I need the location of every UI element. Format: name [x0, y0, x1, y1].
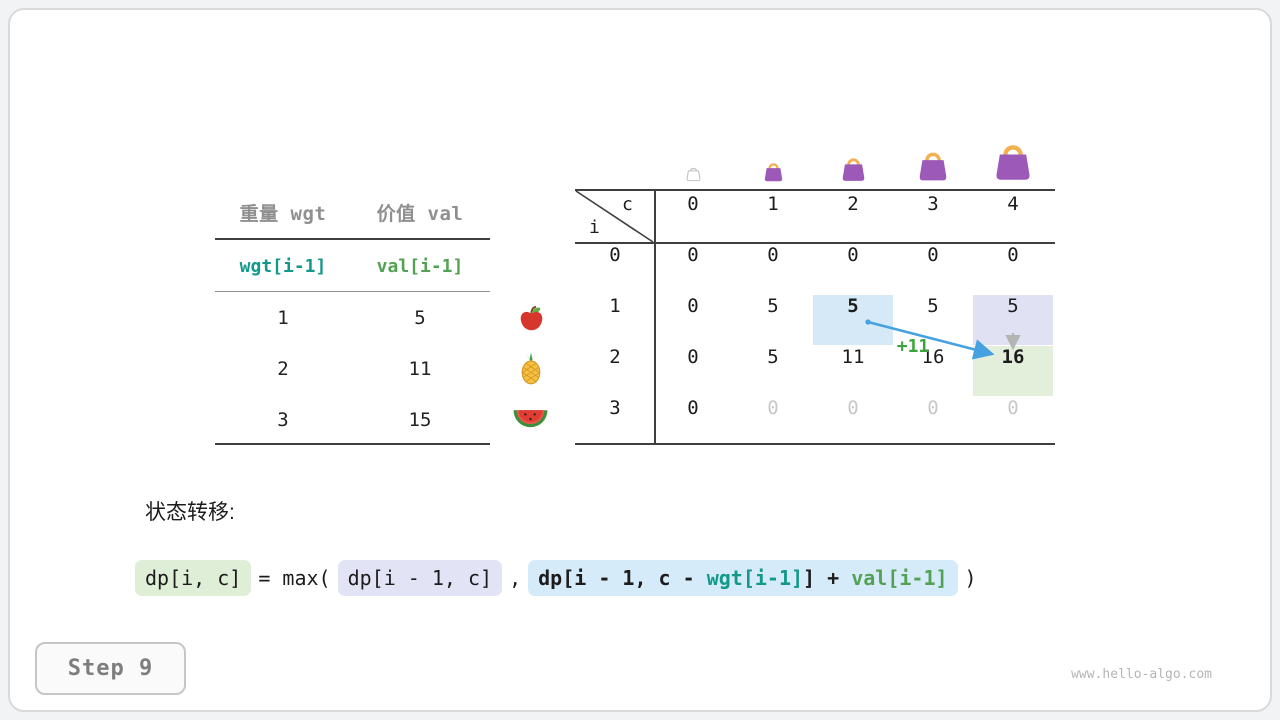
dp-cell-0-2: 0 [847, 244, 859, 266]
dp-header-rule [575, 242, 1055, 244]
site-watermark: www.hello-algo.com [1071, 667, 1212, 682]
dp-row-header: 1 [609, 295, 621, 317]
dp-vertical-rule [654, 189, 656, 445]
item-3-weight: 3 [277, 409, 289, 431]
items-table-header-rule [215, 238, 490, 240]
val-formula-label: val[i-1] [376, 256, 464, 277]
dp-cell-2-0: 0 [687, 346, 699, 368]
dp-cell-0-3: 0 [927, 244, 939, 266]
formula-option1-chip: dp[i - 1, c] [337, 560, 503, 596]
bag-capacity-3-icon [915, 146, 951, 183]
formula-lhs-chip: dp[i, c] [135, 560, 252, 596]
item-3-value: 15 [408, 409, 432, 431]
dp-cell-1-1: 5 [767, 295, 779, 317]
transition-formula: dp[i, c] = max( dp[i - 1, c] , dp[i - 1,… [135, 560, 977, 596]
dp-cell-2-2: 11 [841, 346, 865, 368]
dp-cell-0-1: 0 [767, 244, 779, 266]
dp-col-header: 2 [847, 193, 859, 215]
dp-cell-1-4: 5 [1007, 295, 1019, 317]
dp-col-header: 4 [1007, 193, 1019, 215]
corner-col-label: c [622, 194, 633, 215]
pineapple-icon [517, 351, 545, 385]
transition-title: 状态转移: [145, 501, 235, 524]
plus-value-label: +11 [896, 336, 930, 357]
dp-cell-2-1: 5 [767, 346, 779, 368]
formula-equals-max: = max( [258, 566, 331, 590]
apple-icon [517, 303, 546, 333]
formula-option2-prefix: dp[i - 1, c - [538, 566, 707, 590]
wgt-formula-label: wgt[i-1] [239, 256, 327, 277]
item-1-value: 5 [414, 307, 426, 329]
dp-cell-1-3: 5 [927, 295, 939, 317]
corner-diagonal [575, 190, 654, 243]
step-indicator: Step 9 [35, 642, 186, 695]
formula-option2-val: val[i-1] [851, 566, 948, 590]
formula-option2-wgt: wgt[i-1] [706, 566, 804, 590]
items-table-bottom-rule [215, 443, 490, 445]
items-col-value-header: 价值 val [376, 203, 464, 225]
item-2-value: 11 [408, 358, 432, 380]
dp-row-header: 3 [609, 397, 621, 419]
dp-cell-3-4: 0 [1007, 397, 1019, 419]
dp-bottom-rule [575, 443, 1055, 445]
dp-cell-3-2: 0 [847, 397, 859, 419]
dp-row-header: 2 [609, 346, 621, 368]
formula-option2-chip: dp[i - 1, c - wgt[i-1]] + val[i-1] [528, 560, 958, 596]
watermelon-icon [512, 406, 549, 433]
dp-col-header: 1 [767, 193, 779, 215]
dp-cell-2-4: 16 [1001, 346, 1025, 368]
corner-row-label: i [589, 217, 600, 238]
dp-cell-1-2: 5 [847, 295, 859, 317]
item-2-weight: 2 [277, 358, 289, 380]
dp-col-header: 0 [687, 193, 699, 215]
dp-cell-3-1: 0 [767, 397, 779, 419]
items-col-weight-header: 重量 wgt [239, 203, 327, 225]
dp-cell-1-0: 0 [687, 295, 699, 317]
dp-cell-0-0: 0 [687, 244, 699, 266]
dp-top-rule [575, 189, 1055, 191]
formula-close-paren: ) [964, 566, 977, 590]
bag-capacity-0-icon [685, 164, 702, 182]
dp-cell-3-0: 0 [687, 397, 699, 419]
formula-option2-mid: ] + [803, 566, 852, 590]
dp-row-header: 0 [609, 244, 621, 266]
formula-comma: , [509, 566, 522, 590]
dp-col-header: 3 [927, 193, 939, 215]
item-1-weight: 1 [277, 307, 289, 329]
items-table-mid-rule [215, 291, 490, 292]
dp-cell-3-3: 0 [927, 397, 939, 419]
bag-capacity-2-icon [839, 153, 868, 183]
bag-capacity-1-icon [762, 159, 785, 183]
bag-capacity-4-icon [991, 137, 1035, 183]
dp-cell-0-4: 0 [1007, 244, 1019, 266]
